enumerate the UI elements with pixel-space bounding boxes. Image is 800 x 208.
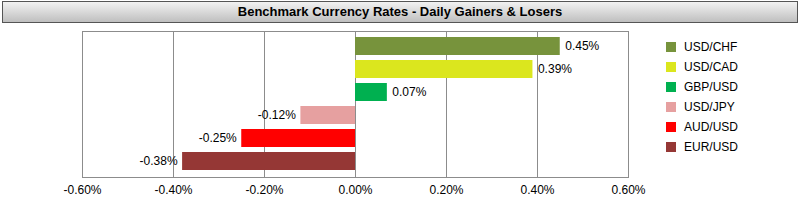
svg-text:-0.20%: -0.20%: [245, 183, 283, 197]
svg-text:0.39%: 0.39%: [538, 62, 572, 76]
svg-text:-0.12%: -0.12%: [258, 108, 296, 122]
svg-text:0.07%: 0.07%: [392, 85, 426, 99]
html-text:USD/CAD: USD/CAD: [684, 60, 738, 74]
svg-text:0.45%: 0.45%: [565, 39, 599, 53]
svg-text:-0.60%: -0.60%: [63, 183, 101, 197]
html-text:GBP/USD: GBP/USD: [684, 80, 738, 94]
svg-text:0.60%: 0.60%: [611, 183, 645, 197]
html-text:EUR/USD: EUR/USD: [684, 140, 738, 154]
svg-text:0.00%: 0.00%: [338, 183, 372, 197]
svg-text:-0.25%: -0.25%: [199, 131, 237, 145]
svg-text:0.40%: 0.40%: [520, 183, 554, 197]
svg-text:0.20%: 0.20%: [429, 183, 463, 197]
svg-text:-0.38%: -0.38%: [140, 154, 178, 168]
html-text:USD/JPY: USD/JPY: [684, 100, 735, 114]
svg-text:-0.40%: -0.40%: [154, 183, 192, 197]
html-text:AUD/USD: AUD/USD: [684, 120, 738, 134]
html-text:USD/CHF: USD/CHF: [684, 40, 738, 54]
html-text:Benchmark Currency Rates - Dai: Benchmark Currency Rates - Daily Gainers…: [237, 4, 563, 19]
